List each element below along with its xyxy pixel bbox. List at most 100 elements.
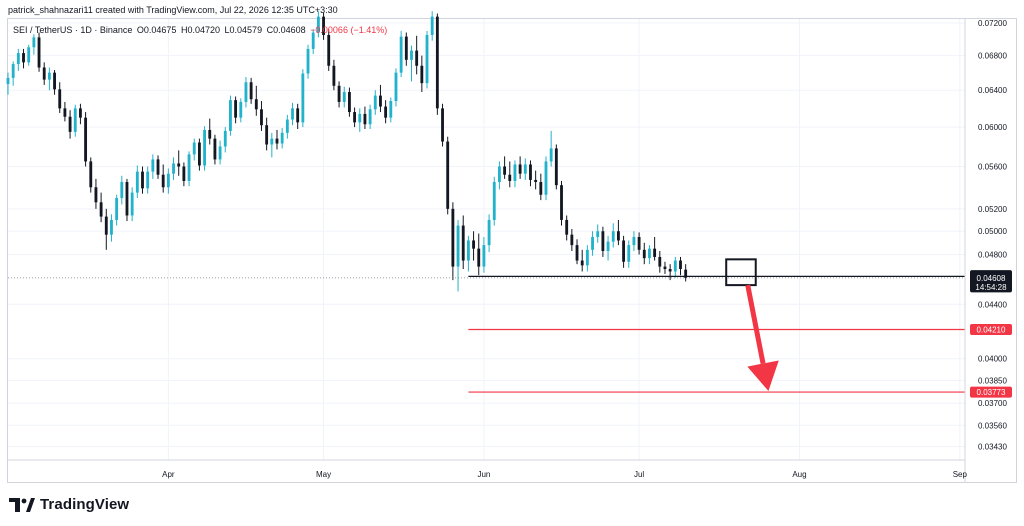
candle-body xyxy=(22,53,25,63)
candle-body xyxy=(265,125,269,145)
candle-body xyxy=(606,241,610,252)
symbol-legend: SEI / TetherUS · 1D · Binance O0.04675 H… xyxy=(13,25,389,35)
y-tick-label: 0.06400 xyxy=(978,86,1007,95)
candle-body xyxy=(477,248,481,267)
candle-body xyxy=(187,154,191,181)
candle-body xyxy=(529,164,532,180)
chart-grid xyxy=(8,19,965,460)
open-value: O0.04675 xyxy=(136,25,177,35)
candle-body xyxy=(658,256,662,267)
candle-body xyxy=(642,249,646,259)
candle-body xyxy=(275,138,279,144)
candle-body xyxy=(135,171,139,193)
target-1-tag-bg xyxy=(970,323,1012,335)
x-tick-label: Apr xyxy=(162,470,175,479)
candle-body xyxy=(249,82,253,100)
candle-body xyxy=(492,182,496,220)
candle-body xyxy=(456,225,460,267)
candle-body xyxy=(498,166,501,183)
candle-body xyxy=(596,231,600,237)
candle-body xyxy=(270,138,274,145)
candle-body xyxy=(53,72,56,90)
x-tick-label: Jul xyxy=(634,470,644,479)
candle-body xyxy=(544,161,548,195)
candle-body xyxy=(575,245,579,261)
candle-body xyxy=(648,248,651,259)
candle-body xyxy=(254,99,258,110)
target-2-tag: 0.03773 xyxy=(977,388,1006,397)
close-value: C0.04608 xyxy=(266,25,306,35)
candle-body xyxy=(146,171,150,189)
candle-body xyxy=(316,16,320,33)
candle-body xyxy=(11,64,15,78)
symbol-label: SEI / TetherUS · 1D · Binance xyxy=(13,25,133,35)
y-tick-label: 0.03700 xyxy=(978,399,1007,408)
candle-body xyxy=(410,50,413,60)
highlight-box xyxy=(725,258,757,287)
candle-body xyxy=(27,47,31,63)
candle-body xyxy=(125,182,129,216)
candle-body xyxy=(368,109,372,125)
candle-body xyxy=(213,138,217,160)
high-value: H0.04720 xyxy=(180,25,221,35)
y-tick-label: 0.05000 xyxy=(978,227,1007,236)
candle-body xyxy=(177,163,181,167)
candle-body xyxy=(404,36,408,60)
candle-body xyxy=(487,219,491,246)
candle-body xyxy=(104,216,108,235)
change-value: −0.00066 (−1.41%) xyxy=(310,25,388,35)
candle-body xyxy=(166,173,170,188)
candle-body xyxy=(384,106,388,118)
candle-body xyxy=(89,161,93,188)
candle-body xyxy=(301,73,305,123)
target-2-tag-bg xyxy=(970,386,1012,398)
candle-body xyxy=(653,248,657,257)
candle-body xyxy=(94,187,98,203)
candle-body xyxy=(451,208,455,267)
candle-body xyxy=(585,249,589,266)
tradingview-logo-icon xyxy=(9,497,35,512)
candle-body xyxy=(415,50,419,66)
tradingview-brand[interactable]: TradingView xyxy=(9,496,129,513)
x-tick-label: May xyxy=(316,470,331,479)
candle-body xyxy=(197,142,201,166)
candle-body xyxy=(632,236,636,246)
candle-body xyxy=(580,260,584,266)
price-axis: 0.07200 0.06800 0.06400 0.06000 0.05600 0.052… xyxy=(964,19,1007,482)
candle-body xyxy=(518,164,522,174)
candle-body xyxy=(291,108,294,120)
y-tick-label: 0.07200 xyxy=(978,19,1007,28)
candle-body xyxy=(461,225,465,261)
candle-body xyxy=(684,269,688,278)
candle-body xyxy=(115,197,119,220)
candle-body xyxy=(285,119,289,133)
candle-body xyxy=(549,148,553,162)
candle-body xyxy=(622,240,626,262)
candle-body xyxy=(472,240,475,249)
candle-body xyxy=(399,36,403,73)
candle-body xyxy=(389,101,393,118)
candle-body xyxy=(311,32,315,49)
candle-body xyxy=(141,171,144,189)
candle-body xyxy=(161,174,165,188)
candle-body xyxy=(663,266,667,270)
y-tick-label: 0.04800 xyxy=(978,251,1007,260)
candle-body xyxy=(84,117,88,162)
candle-body xyxy=(337,85,341,102)
candle-body xyxy=(203,129,206,166)
candle-body xyxy=(16,53,20,65)
x-tick-label: Aug xyxy=(792,470,806,479)
candle-body xyxy=(239,101,243,118)
candle-body xyxy=(306,48,310,74)
y-tick-label: 0.05200 xyxy=(978,205,1007,214)
candle-body xyxy=(58,89,62,109)
candle-body xyxy=(673,260,677,272)
candle-body xyxy=(435,16,439,109)
y-tick-label: 0.03850 xyxy=(978,377,1007,386)
candle-body xyxy=(373,95,377,110)
y-tick-label: 0.03560 xyxy=(978,421,1007,430)
candle-body xyxy=(296,108,300,123)
candle-body xyxy=(446,141,450,209)
